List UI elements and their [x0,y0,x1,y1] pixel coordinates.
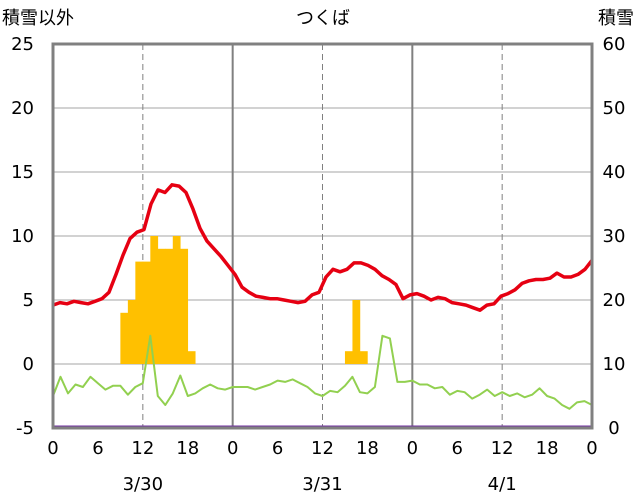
hour-tick-label: 0 [227,438,238,459]
hour-tick-label: 12 [131,438,154,459]
left-tick-label: 10 [11,226,34,247]
left-tick-label: 20 [11,98,34,119]
hour-tick-label: 18 [176,438,199,459]
hour-tick-label: 6 [452,438,463,459]
hour-tick-label: 6 [272,438,283,459]
left-axis-title: 積雪以外 [2,8,74,29]
precip-bar [135,261,144,364]
precipitation-bars [120,236,368,364]
right-tick-label: 10 [603,354,626,375]
right-tick-label: 0 [608,418,619,439]
right-tick-label: 20 [603,290,626,311]
left-tick-label: 5 [23,290,34,311]
hour-tick-label: 18 [356,438,379,459]
hour-tick-label: 0 [586,438,597,459]
plot-frame [51,42,594,430]
left-tick-label: 15 [11,162,34,183]
chart-title: つくば [296,8,350,29]
right-tick-label: 50 [603,98,626,119]
date-label: 4/1 [488,474,517,495]
left-tick-label: 25 [11,34,34,55]
date-label: 3/30 [123,474,163,495]
precip-bar [157,248,166,364]
precip-bar [150,236,159,364]
wind-speed-line [52,334,593,410]
hour-tick-label: 12 [311,438,334,459]
precip-bar [127,300,136,364]
hour-tick-label: 0 [47,438,58,459]
left-tick-label: 0 [23,354,34,375]
precip-bar [352,300,361,364]
left-tick-label: -5 [16,418,34,439]
right-tick-label: 30 [603,226,626,247]
right-axis-title: 積雪 [598,8,634,29]
hour-tick-label: 6 [92,438,103,459]
right-tick-label: 60 [603,34,626,55]
precip-bar [120,312,129,364]
precip-bar [172,236,181,364]
precip-bar [359,351,368,364]
temperature-line [52,183,594,312]
right-tick-label: 40 [603,162,626,183]
precip-bar [180,248,189,364]
precip-bar [165,248,174,364]
precip-bar [142,261,151,364]
date-label: 3/31 [302,474,342,495]
hour-tick-label: 18 [536,438,559,459]
hour-tick-label: 0 [407,438,418,459]
hour-tick-label: 12 [491,438,514,459]
precip-bar [344,351,353,364]
precip-bar [187,351,196,364]
